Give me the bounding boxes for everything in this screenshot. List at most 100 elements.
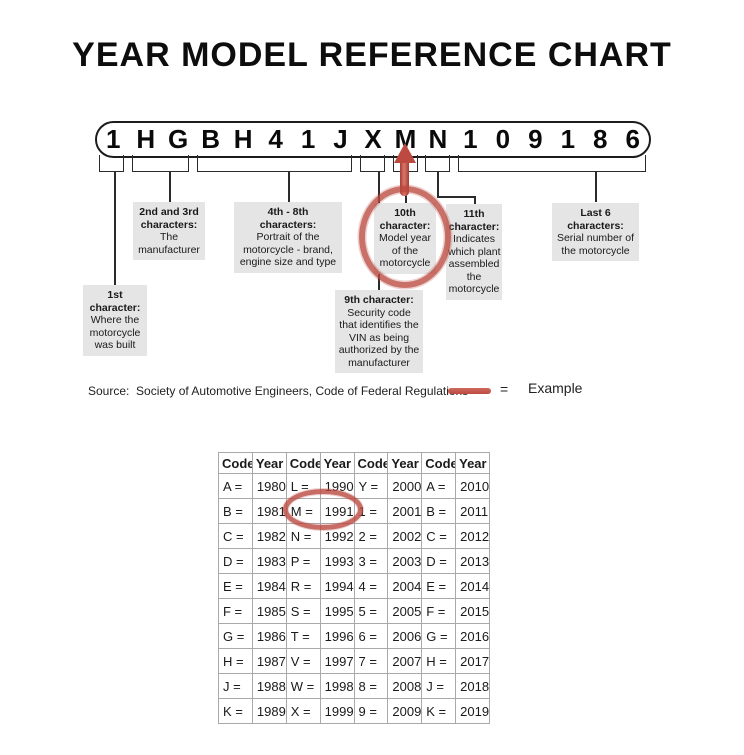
table-row: E = 1984 R = 1994 4 = 2004 E = 2014 bbox=[218, 573, 490, 599]
annotation-line: Last 6 bbox=[580, 207, 611, 219]
year-cell: 2002 bbox=[387, 523, 423, 549]
year-code-table: Code Year Code Year Code Year Code Year A = 1980… bbox=[218, 452, 490, 724]
vin-character: G bbox=[168, 124, 189, 154]
bracket-last-6-characters bbox=[458, 155, 646, 172]
annotation-box-last-6-characters: Last 6 characters: Serial number of the mot… bbox=[552, 203, 639, 261]
annotation-line: which plant bbox=[448, 245, 501, 258]
vin-character: 1 bbox=[560, 124, 576, 154]
connector-line bbox=[288, 172, 290, 202]
table-header-cell: Year bbox=[319, 452, 355, 474]
annotation-line: the bbox=[466, 270, 482, 283]
bracket-11th-character bbox=[425, 155, 450, 172]
code-cell: H = bbox=[218, 648, 253, 674]
annotation-line: The bbox=[159, 231, 179, 243]
code-cell: 9 = bbox=[353, 698, 389, 724]
code-cell: 2 = bbox=[353, 523, 389, 549]
year-cell: 2001 bbox=[387, 498, 423, 524]
code-cell: P = bbox=[285, 548, 321, 574]
year-cell: 1984 bbox=[251, 573, 287, 599]
year-cell: 2016 bbox=[455, 623, 490, 649]
example-ellipse-highlight bbox=[283, 489, 363, 530]
code-cell: F = bbox=[421, 598, 457, 624]
table-header-cell: Year bbox=[387, 452, 423, 474]
code-cell: E = bbox=[218, 573, 253, 599]
annotation-box-4th-8th-characters: 4th - 8th characters: Portrait of the motor… bbox=[234, 202, 342, 273]
code-cell: 6 = bbox=[353, 623, 389, 649]
annotation-line: Security code bbox=[347, 306, 411, 319]
table-row: D = 1983 P = 1993 3 = 2003 D = 2013 bbox=[218, 548, 490, 574]
bracket-1st-character bbox=[99, 155, 124, 172]
code-cell: G = bbox=[218, 623, 253, 649]
annotation-line: 11th bbox=[463, 208, 485, 220]
code-cell: C = bbox=[218, 523, 253, 549]
annotation-line: Where the bbox=[90, 314, 140, 326]
annotation-line: 1st bbox=[107, 289, 123, 301]
year-cell: 2009 bbox=[387, 698, 423, 724]
annotation-box-2nd-3rd-characters: 2nd and 3rd characters: The manufacturer bbox=[133, 202, 205, 260]
year-cell: 2007 bbox=[387, 648, 423, 674]
vin-character: 4 bbox=[268, 124, 283, 154]
annotation-line: motorcycle bbox=[89, 326, 141, 339]
code-cell: S = bbox=[285, 598, 321, 624]
red-arrow-icon bbox=[394, 143, 416, 163]
vin-character: H bbox=[136, 124, 156, 154]
code-cell: D = bbox=[421, 548, 457, 574]
code-cell: H = bbox=[421, 648, 457, 674]
table-header-cell: Year bbox=[455, 452, 490, 474]
vin-character: 9 bbox=[528, 124, 543, 154]
table-head: Code Year Code Year Code Year Code Year bbox=[218, 452, 490, 474]
year-cell: 2008 bbox=[387, 673, 423, 699]
year-cell: 2019 bbox=[455, 698, 490, 724]
annotation-line: 4th - 8th bbox=[267, 206, 309, 218]
code-cell: E = bbox=[421, 573, 457, 599]
code-cell: A = bbox=[421, 473, 457, 499]
vin-character: 1 bbox=[106, 124, 121, 154]
year-cell: 2005 bbox=[387, 598, 423, 624]
connector-line bbox=[474, 196, 476, 205]
code-cell: Y = bbox=[353, 473, 389, 499]
year-cell: 2018 bbox=[455, 673, 490, 699]
annotation-line: character: bbox=[89, 301, 141, 314]
code-cell: J = bbox=[421, 673, 457, 699]
annotation-line: 9th character: bbox=[344, 294, 414, 306]
code-cell: B = bbox=[218, 498, 253, 524]
vin-character: 0 bbox=[495, 124, 511, 154]
vin-character: 6 bbox=[625, 124, 640, 154]
year-cell: 1997 bbox=[319, 648, 355, 674]
annotation-box-1st-character: 1st character: Where the motorcycle was buil… bbox=[83, 285, 147, 356]
year-cell: 2013 bbox=[455, 548, 490, 574]
year-cell: 2006 bbox=[387, 623, 423, 649]
annotation-line: assembled bbox=[448, 258, 500, 270]
year-cell: 2010 bbox=[455, 473, 490, 499]
annotation-line: motorcycle bbox=[448, 283, 500, 295]
table-header-cell: Code bbox=[218, 452, 253, 474]
annotation-line: that identifies the bbox=[339, 319, 419, 331]
table-header-cell: Code bbox=[353, 452, 389, 474]
code-cell: 4 = bbox=[353, 573, 389, 599]
annotation-line: engine size and type bbox=[239, 256, 337, 268]
code-cell: R = bbox=[285, 573, 321, 599]
code-cell: D = bbox=[218, 548, 253, 574]
table-row: G = 1986 T = 1996 6 = 2006 G = 2016 bbox=[218, 623, 490, 649]
annotation-line: characters: bbox=[567, 219, 624, 232]
code-cell: F = bbox=[218, 598, 253, 624]
annotation-line: motorcycle - brand, bbox=[243, 243, 333, 256]
code-cell: K = bbox=[421, 698, 457, 724]
table-row: K = 1989 X = 1999 9 = 2009 K = 2019 bbox=[218, 698, 490, 724]
annotation-line: Portrait of the bbox=[256, 231, 320, 243]
year-cell: 2004 bbox=[387, 573, 423, 599]
annotation-line: Serial number of bbox=[556, 232, 635, 244]
table-row: C = 1982 N = 1992 2 = 2002 C = 2012 bbox=[218, 523, 490, 549]
year-cell: 1993 bbox=[319, 548, 355, 574]
year-cell: 1988 bbox=[251, 673, 287, 699]
year-cell: 1987 bbox=[251, 648, 287, 674]
code-cell: 7 = bbox=[353, 648, 389, 674]
year-cell: 1994 bbox=[319, 573, 355, 599]
year-cell: 1982 bbox=[251, 523, 287, 549]
annotation-line: manufacturer bbox=[348, 356, 410, 369]
code-cell: W = bbox=[285, 673, 321, 699]
annotation-line: authorized by the bbox=[338, 344, 420, 356]
year-cell: 1985 bbox=[251, 598, 287, 624]
code-cell: J = bbox=[218, 673, 253, 699]
